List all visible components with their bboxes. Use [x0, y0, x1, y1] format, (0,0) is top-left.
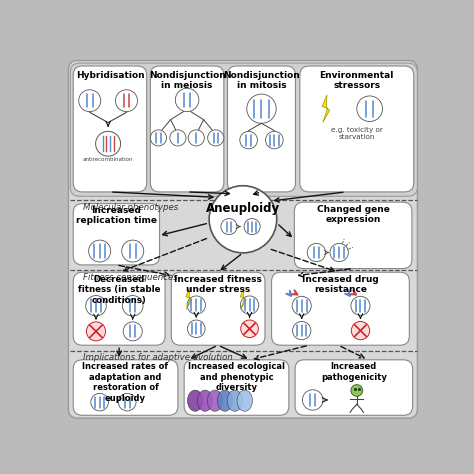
FancyBboxPatch shape [300, 66, 414, 192]
Circle shape [96, 131, 120, 156]
Circle shape [175, 88, 199, 111]
Circle shape [150, 130, 166, 146]
Circle shape [241, 320, 258, 337]
Circle shape [240, 296, 259, 314]
Text: Decreased
fitness (in stable
conditions): Decreased fitness (in stable conditions) [78, 275, 160, 305]
Ellipse shape [207, 390, 223, 411]
Text: Increased rates of
adaptation and
restoration of
euploidy: Increased rates of adaptation and restor… [82, 362, 169, 402]
Text: Changed gene
expression: Changed gene expression [317, 205, 390, 224]
Circle shape [351, 384, 363, 396]
Circle shape [187, 320, 205, 337]
Circle shape [292, 296, 311, 315]
Circle shape [292, 321, 311, 340]
FancyBboxPatch shape [73, 360, 178, 415]
Ellipse shape [187, 390, 203, 411]
FancyBboxPatch shape [73, 66, 146, 192]
Polygon shape [322, 95, 330, 123]
FancyBboxPatch shape [73, 204, 160, 265]
Circle shape [86, 296, 106, 316]
Text: Nondisjunction
in meiosis: Nondisjunction in meiosis [149, 71, 226, 90]
Circle shape [123, 322, 142, 341]
FancyBboxPatch shape [272, 272, 410, 345]
Circle shape [208, 130, 224, 146]
Circle shape [91, 393, 109, 411]
Text: Nondisjunction
in mitosis: Nondisjunction in mitosis [223, 71, 300, 90]
Text: e.g. toxicity or
starvation: e.g. toxicity or starvation [331, 127, 383, 140]
Circle shape [209, 186, 277, 253]
Circle shape [118, 393, 136, 411]
FancyBboxPatch shape [150, 66, 224, 192]
Circle shape [116, 90, 137, 112]
Circle shape [79, 90, 101, 112]
FancyBboxPatch shape [73, 272, 165, 345]
FancyBboxPatch shape [68, 61, 418, 418]
Circle shape [265, 131, 283, 149]
Ellipse shape [197, 390, 213, 411]
Circle shape [244, 219, 260, 235]
Text: Aneuploidy: Aneuploidy [206, 202, 280, 215]
Circle shape [188, 130, 204, 146]
Circle shape [86, 322, 106, 341]
Circle shape [122, 296, 143, 316]
Polygon shape [240, 288, 246, 310]
Circle shape [351, 296, 370, 315]
Text: Increased
replication time: Increased replication time [76, 206, 157, 225]
Text: Increased
pathogenicity: Increased pathogenicity [321, 362, 387, 382]
Circle shape [122, 240, 144, 262]
Text: Molecular phenotypes: Molecular phenotypes [83, 203, 178, 212]
Text: Increased fitness
under stress: Increased fitness under stress [174, 275, 262, 294]
FancyBboxPatch shape [228, 66, 295, 192]
Text: Hybridisation: Hybridisation [76, 71, 144, 80]
Circle shape [89, 240, 110, 262]
Text: Increased drug
resistance: Increased drug resistance [302, 275, 379, 294]
Text: Implications for adaptive evolution: Implications for adaptive evolution [83, 353, 233, 362]
FancyBboxPatch shape [184, 360, 289, 415]
Circle shape [330, 243, 348, 262]
Text: Environmental
stressors: Environmental stressors [319, 71, 394, 90]
Text: Fitness consequences: Fitness consequences [83, 273, 178, 282]
Circle shape [302, 390, 323, 410]
Ellipse shape [227, 390, 243, 411]
Text: antirecombination: antirecombination [83, 156, 133, 162]
Circle shape [170, 130, 186, 146]
Circle shape [351, 321, 370, 340]
Circle shape [307, 243, 326, 262]
Ellipse shape [217, 390, 233, 411]
FancyBboxPatch shape [295, 360, 413, 415]
FancyBboxPatch shape [171, 272, 265, 345]
Text: Increased ecological
and phenotypic
diversity: Increased ecological and phenotypic dive… [188, 362, 285, 392]
Circle shape [221, 219, 237, 235]
Circle shape [187, 296, 205, 314]
FancyBboxPatch shape [294, 202, 412, 269]
Ellipse shape [237, 390, 253, 411]
Circle shape [357, 96, 383, 121]
FancyBboxPatch shape [70, 63, 418, 196]
Circle shape [240, 131, 257, 149]
Circle shape [247, 94, 276, 123]
Polygon shape [186, 288, 192, 310]
